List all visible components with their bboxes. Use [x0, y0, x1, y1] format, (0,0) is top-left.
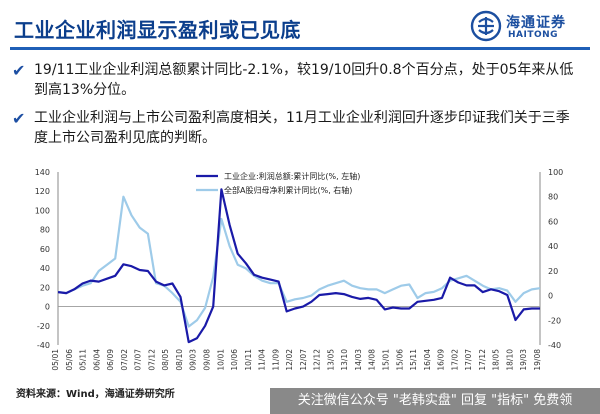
x-tick-label: 10/11	[244, 349, 253, 371]
x-tick-label: 17/12	[478, 349, 487, 371]
x-tick-label: 13/05	[326, 349, 335, 371]
bullet-item-2: ✔ 工业企业利润与上市公司盈利高度相关，11月工业企业利润回升逐步印证我们关于三…	[12, 108, 574, 148]
bullet-item-1: ✔ 19/11工业企业利润总额累计同比-2.1%，较19/10回升0.8个百分点…	[12, 60, 574, 100]
x-tick-label: 12/12	[313, 349, 322, 371]
x-tick-label: 07/02	[120, 349, 129, 371]
x-tick-label: 19/08	[533, 349, 542, 371]
haitong-logo: 海通证券 HAITONG	[470, 10, 590, 44]
legend-label-1: 工业企业:利润总额:累计同比(%, 左轴)	[224, 171, 360, 181]
x-tick-label: 08/10	[175, 349, 184, 371]
x-tick-label: 14/08	[368, 349, 377, 371]
watermark-banner: 关注微信公众号 "老韩实盘" 回复 "指标" 免费领	[270, 388, 600, 414]
x-tick-label: 10/06	[230, 349, 239, 371]
y-left-tick-label: 140	[35, 168, 50, 177]
x-tick-label: 08/05	[161, 349, 170, 371]
y-right-tick-label: -40	[548, 341, 561, 350]
y-right-tick-label: 20	[548, 267, 558, 276]
y-left-tick-label: 60	[40, 245, 50, 254]
x-tick-label: 07/07	[134, 349, 143, 371]
x-tick-label: 07/12	[147, 349, 156, 371]
y-right-tick-label: 40	[548, 242, 558, 251]
checkmark-icon: ✔	[12, 109, 26, 128]
source-note: 资料来源：Wind，海通证券研究所	[16, 389, 175, 400]
x-tick-label: 12/07	[299, 349, 308, 371]
bullet-text-1: 19/11工业企业利润总额累计同比-2.1%，较19/10回升0.8个百分点，处…	[34, 62, 574, 98]
y-left-tick-label: 120	[35, 187, 50, 196]
bullet-text-2: 工业企业利润与上市公司盈利高度相关，11月工业企业利润回升逐步印证我们关于三季度…	[34, 110, 570, 146]
legend-label-2: 全部A股归母净利累计同比(%, 右轴)	[224, 185, 352, 195]
y-right-tick-label: -20	[548, 316, 561, 325]
x-tick-label: 09/08	[202, 349, 211, 371]
x-tick-label: 15/11	[409, 349, 418, 371]
x-tick-label: 05/11	[79, 349, 88, 371]
y-right-tick-label: 80	[548, 193, 558, 202]
x-tick-label: 18/05	[492, 349, 501, 371]
x-tick-label: 16/04	[423, 349, 432, 371]
profit-growth-chart: -40 -20 0 20 40 60 80 100 120 140 -40 -20 0 20 40 60 80 1…	[35, 168, 564, 371]
y-left-tick-label: -20	[37, 322, 50, 331]
y-left-tick-label: 0	[45, 303, 50, 312]
logo-text-en: HAITONG	[508, 30, 559, 40]
x-tick-label: 11/04	[258, 349, 267, 371]
logo-text-cn: 海通证券	[506, 15, 566, 31]
x-tick-label: 06/09	[106, 349, 115, 371]
y-right-tick-label: 60	[548, 217, 558, 226]
y-left-tick-label: -40	[37, 341, 50, 350]
x-tick-label: 10/01	[216, 349, 225, 371]
x-tick-label: 14/03	[354, 349, 363, 371]
y-left-tick-label: 20	[40, 283, 50, 292]
y-left-tick-label: 80	[40, 226, 50, 235]
x-tick-label: 17/07	[464, 349, 473, 371]
x-tick-label: 09/03	[189, 349, 198, 371]
x-tick-label: 11/09	[271, 349, 280, 371]
title-divider	[10, 47, 590, 50]
x-tick-label: 05/06	[65, 349, 74, 371]
y-right-tick-label: 100	[548, 168, 563, 177]
x-tick-label: 16/09	[437, 349, 446, 371]
page-title: 工业企业利润显示盈利或已见底	[14, 18, 301, 42]
y-right-tick-label: 0	[548, 292, 553, 301]
series-line-2	[57, 195, 541, 328]
series-line-1	[57, 188, 540, 344]
y-left-tick-label: 40	[40, 264, 50, 273]
x-tick-label: 05/01	[51, 349, 60, 371]
x-tick-label: 18/10	[505, 349, 514, 371]
x-tick-label: 17/02	[450, 349, 459, 371]
checkmark-icon: ✔	[12, 61, 26, 80]
x-tick-label: 19/03	[519, 349, 528, 371]
x-tick-label: 15/06	[395, 349, 404, 371]
x-tick-label: 13/10	[340, 349, 349, 371]
x-tick-label: 12/02	[285, 349, 294, 371]
haitong-emblem-icon	[470, 10, 502, 42]
x-tick-label: 15/01	[382, 349, 391, 371]
y-left-tick-label: 100	[35, 206, 50, 215]
x-tick-label: 06/04	[92, 349, 101, 371]
